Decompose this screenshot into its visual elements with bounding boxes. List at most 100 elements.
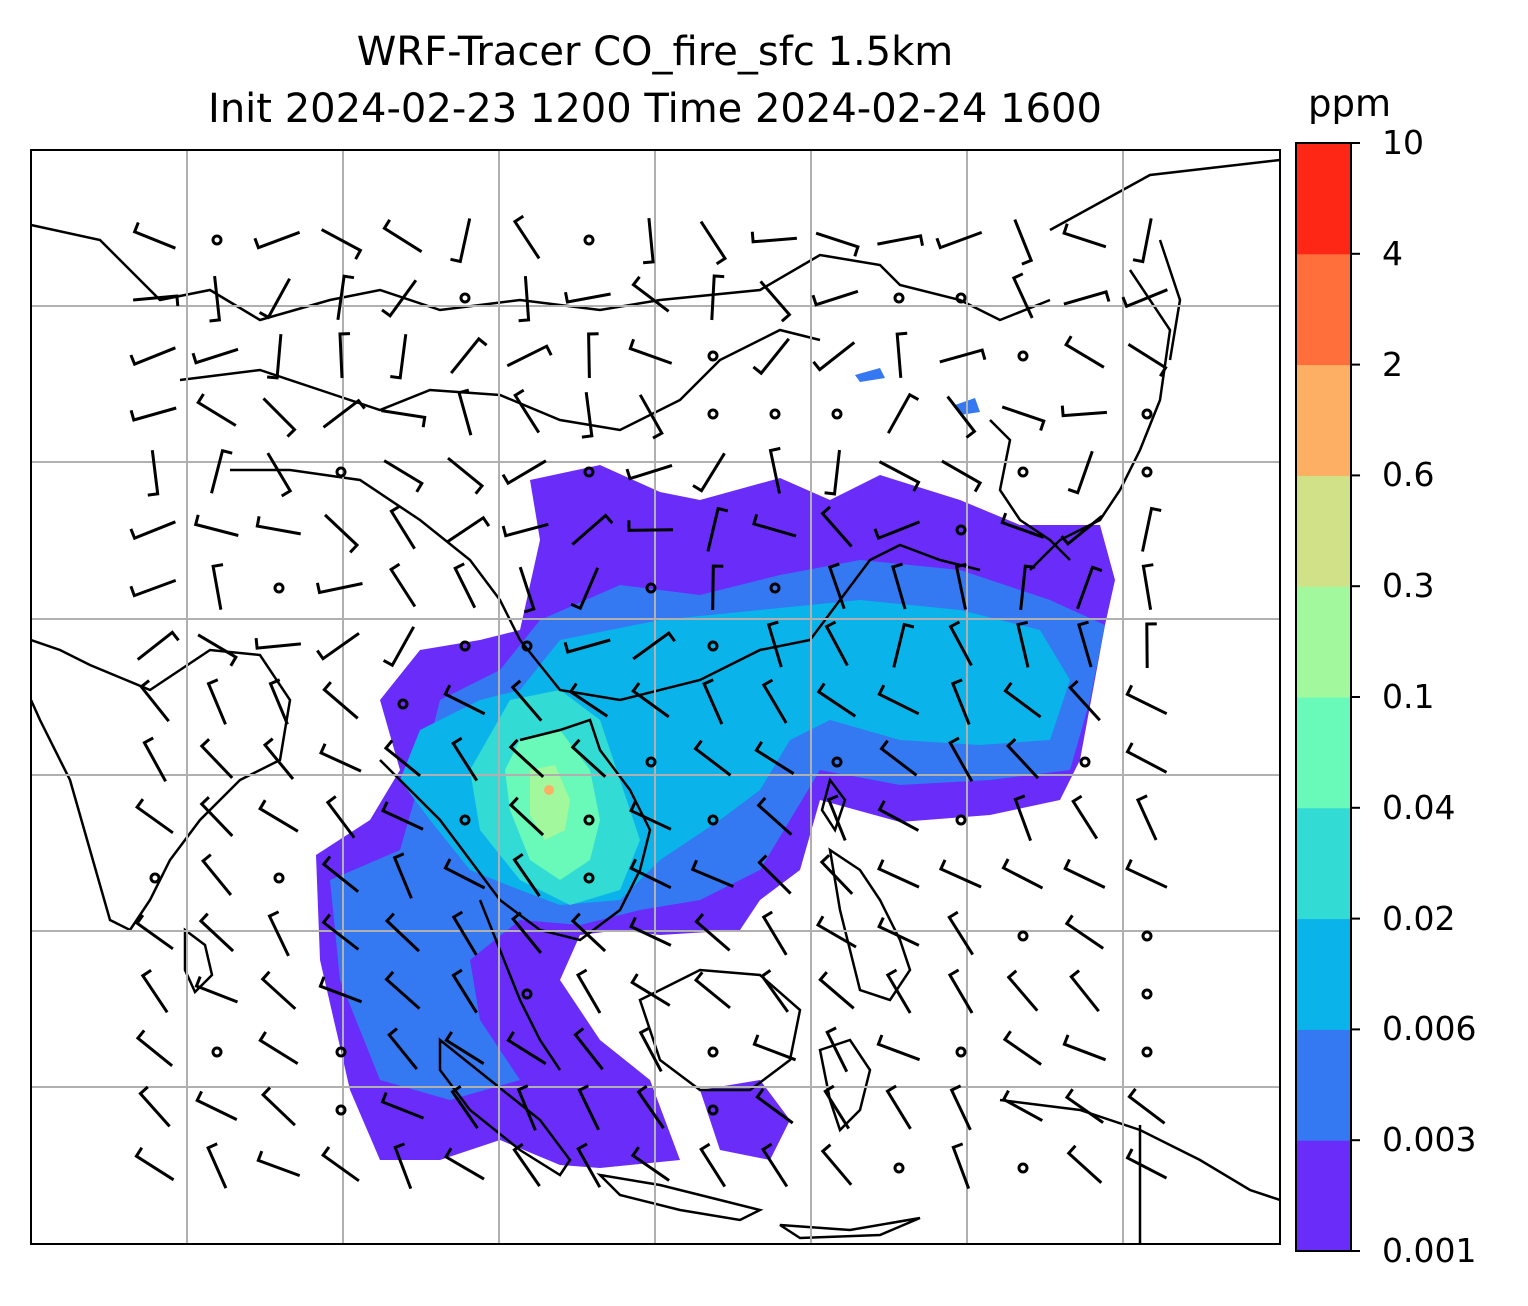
wind-barb: [321, 855, 360, 893]
wind-barb: [1135, 794, 1158, 841]
wind-barb: [1068, 679, 1101, 722]
wind-barb: [950, 678, 971, 725]
wind-barb: [895, 331, 908, 379]
wind-barb: [702, 678, 724, 725]
wind-barb: [136, 630, 180, 661]
wind-barb: [823, 1084, 850, 1130]
wind-barb: [254, 637, 302, 650]
wind-barb: [576, 1142, 602, 1188]
plume-hotspot: [544, 785, 554, 795]
wind-barb: [873, 520, 921, 541]
wind-barb: [757, 854, 792, 895]
wind-barb: [380, 1092, 425, 1120]
wind-barb: [322, 398, 366, 429]
plume-patch-north: [855, 368, 885, 382]
calm-wind-marker: [459, 814, 471, 826]
wind-barb: [571, 513, 614, 546]
wind-barb: [501, 459, 547, 486]
colorbar-segment: [1296, 1140, 1351, 1252]
wind-barb: [570, 912, 607, 953]
colorbar: [1296, 142, 1360, 1252]
wind-barb: [759, 280, 792, 323]
wind-barb: [1069, 969, 1100, 1013]
wind-barb: [506, 1031, 547, 1065]
calm-wind-marker: [831, 756, 843, 768]
wind-barb: [512, 1142, 541, 1187]
calm-wind-marker: [335, 1104, 347, 1116]
calm-wind-marker: [1017, 466, 1029, 478]
wind-barb: [383, 739, 422, 777]
colorbar-tick-label: 2: [1382, 344, 1403, 384]
wind-barb: [443, 858, 486, 890]
wind-barb: [510, 911, 543, 954]
wind-barb: [816, 682, 857, 718]
wind-barb: [826, 794, 847, 841]
calm-wind-marker: [831, 408, 843, 420]
wind-barb: [935, 230, 983, 250]
wind-barb: [135, 1029, 174, 1067]
calm-wind-marker: [211, 1046, 223, 1058]
wind-barb: [336, 274, 355, 321]
wind-barb: [381, 801, 424, 831]
wind-barb: [194, 976, 239, 1004]
wind-barb: [323, 513, 360, 554]
wind-barb: [752, 337, 790, 376]
wind-barb: [1141, 563, 1154, 610]
wind-barb: [450, 218, 472, 264]
calm-wind-marker: [397, 698, 409, 710]
wind-barb: [512, 852, 541, 897]
wind-barb: [948, 620, 973, 667]
philippines: [828, 847, 912, 1002]
wind-barb: [811, 289, 859, 307]
calm-wind-marker: [211, 234, 223, 246]
wind-barb: [1064, 335, 1105, 369]
wind-barb: [581, 392, 594, 439]
wind-barb: [267, 910, 290, 957]
wind-barb: [1066, 1144, 1103, 1184]
wind-barb: [750, 231, 798, 244]
wind-barb: [638, 1026, 663, 1073]
wind-barb: [886, 392, 920, 434]
wind-barb: [1011, 272, 1034, 319]
colorbar-tick-label: 0.1: [1382, 677, 1435, 716]
wind-barb: [563, 638, 611, 654]
sakhalin: [1158, 239, 1182, 361]
wind-barb: [954, 562, 967, 610]
wind-barb: [196, 393, 237, 427]
wind-barb: [135, 798, 174, 835]
wind-barb: [625, 463, 673, 481]
wind-barb: [209, 275, 222, 323]
wind-barb: [690, 859, 734, 888]
colorbar-tick-label: 0.6: [1382, 455, 1435, 495]
wind-barb: [820, 1143, 853, 1186]
calm-wind-marker: [1141, 1046, 1153, 1058]
wind-barb: [206, 678, 227, 725]
colorbar-tick-label: 0.3: [1382, 566, 1435, 606]
wind-barb: [885, 1084, 912, 1130]
wind-barb: [756, 796, 793, 836]
wind-barb: [316, 632, 360, 661]
wind-barb: [815, 915, 857, 949]
calm-wind-marker: [583, 872, 595, 884]
india-coast: [31, 638, 292, 932]
calm-wind-marker: [273, 582, 285, 594]
calm-wind-marker: [1017, 350, 1029, 362]
wind-barb: [1060, 514, 1104, 547]
colorbar-tick-label: 4: [1382, 233, 1403, 273]
wind-barb: [447, 456, 485, 495]
map-border: [30, 149, 1281, 1245]
wind-barb: [1121, 288, 1168, 309]
wind-barb: [211, 563, 224, 610]
wind-barb: [1001, 1089, 1044, 1122]
wind-barb: [1013, 219, 1034, 266]
wind-barb: [322, 681, 359, 720]
wind-barb: [1006, 969, 1039, 1012]
sumatra: [438, 1037, 572, 1177]
calm-wind-marker: [955, 524, 967, 536]
wind-barb: [766, 620, 783, 668]
gridlines: [31, 150, 1280, 1244]
calm-wind-marker: [645, 582, 657, 594]
wind-barb: [450, 1084, 479, 1129]
wind-barb: [129, 406, 177, 422]
calm-wind-marker: [707, 814, 719, 826]
